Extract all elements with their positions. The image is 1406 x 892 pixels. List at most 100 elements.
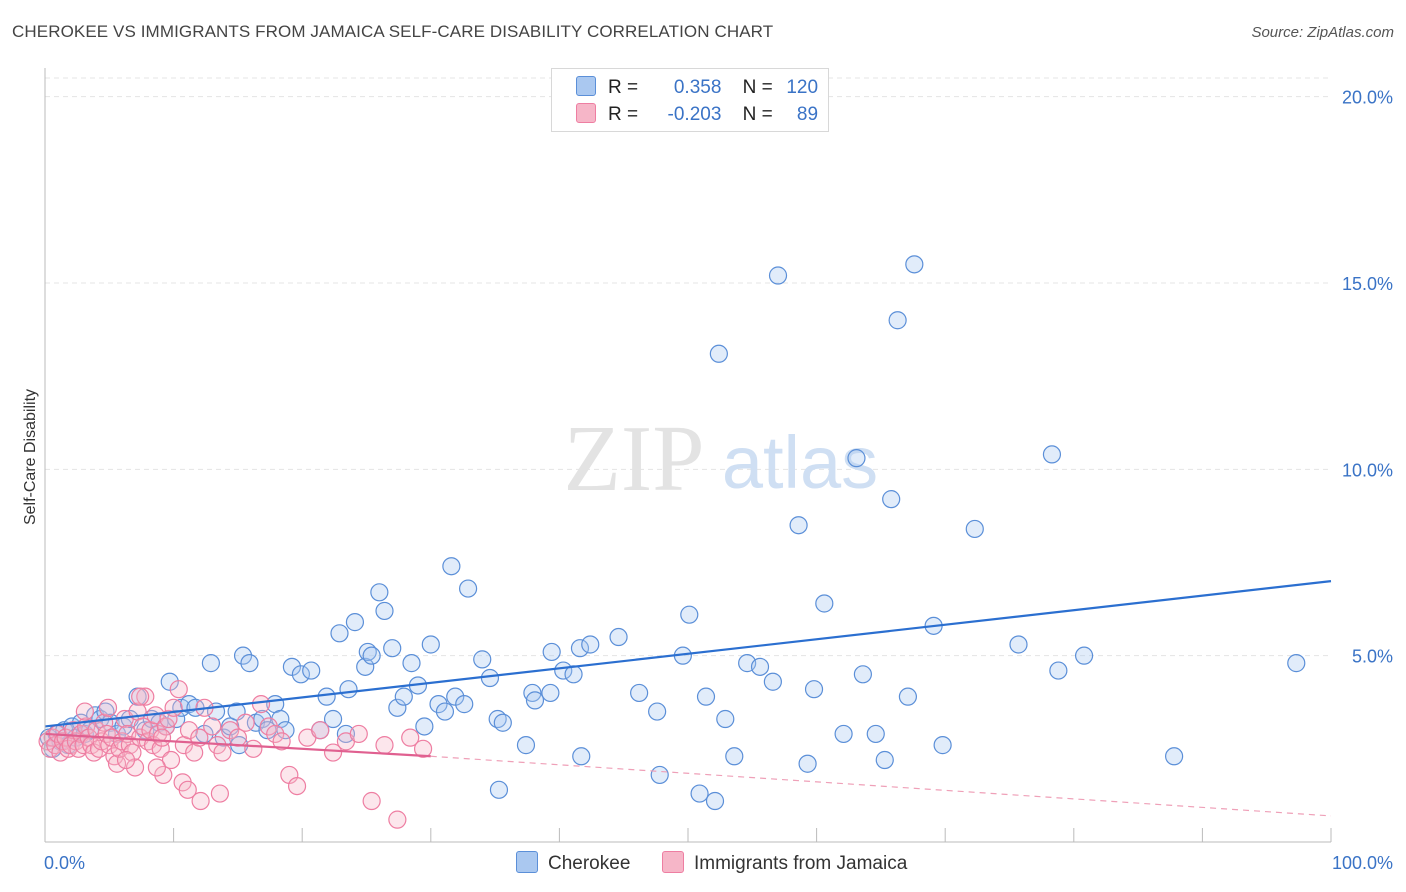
jamaica-point — [311, 721, 330, 740]
cherokee-point — [541, 683, 560, 703]
legend-swatch-cherokee — [576, 76, 596, 96]
jamaica-point — [169, 680, 188, 699]
cherokee-point — [888, 311, 907, 330]
jamaica-point — [349, 724, 368, 744]
cherokee-point — [648, 702, 667, 721]
legend-n-label: N = — [742, 104, 773, 125]
jamaica-point — [244, 739, 263, 758]
cherokee-point — [847, 449, 866, 468]
cherokee-point — [763, 672, 782, 691]
y-axis-label: Self-Care Disability — [22, 389, 39, 525]
cherokee-point — [709, 344, 728, 363]
cherokee-point — [768, 266, 788, 285]
jamaica-point — [98, 698, 118, 717]
watermark-atlas: atlas — [722, 421, 878, 504]
x-tick-label: 0.0% — [44, 853, 85, 873]
cherokee-point — [609, 627, 628, 647]
cherokee-point — [789, 516, 808, 535]
y-tick-label: 5.0% — [1352, 647, 1393, 667]
cherokee-point — [815, 594, 834, 613]
cherokee-point — [650, 765, 669, 785]
bottom-legend-cherokee: Cherokee — [516, 851, 630, 877]
cherokee-point — [798, 754, 817, 773]
cherokee-point — [853, 665, 872, 684]
jamaica-point — [191, 791, 210, 811]
jamaica-point — [287, 776, 307, 796]
cherokee-point — [696, 687, 716, 706]
cherokee-point — [421, 635, 440, 654]
axes: 5.0% 10.0% 15.0% 20.0% 0.0% 100.0% — [44, 68, 1393, 873]
correlation-legend: R = 0.358 N = 120 R = -0.203 N = 89 — [551, 68, 829, 132]
cherokee-point — [716, 709, 735, 729]
chart-title: CHEROKEE VS IMMIGRANTS FROM JAMAICA SELF… — [12, 22, 774, 41]
cherokee-point — [167, 709, 186, 729]
legend-swatch-jamaica — [576, 103, 596, 123]
cherokee-point — [680, 605, 699, 624]
legend-n-label: N = — [742, 77, 773, 98]
jamaica-point — [272, 732, 291, 751]
cherokee-point — [516, 736, 536, 755]
cherokee-point — [542, 642, 561, 662]
cherokee-point — [317, 687, 336, 706]
grid-lines — [45, 77, 1331, 657]
cherokee-trend-line — [44, 580, 1332, 728]
legend-n-value: 120 — [786, 77, 819, 98]
cherokee-point — [214, 728, 233, 747]
cherokee-point — [725, 747, 744, 766]
cherokee-point — [362, 646, 381, 665]
cherokee-point — [402, 654, 421, 673]
cherokee-point — [233, 646, 253, 665]
cherokee-point — [905, 255, 924, 274]
jamaica-point — [401, 728, 420, 747]
cherokee-point — [834, 724, 853, 744]
cherokee-point — [1165, 747, 1184, 766]
jamaica-point — [89, 739, 109, 758]
jamaica-trend-extension — [430, 755, 1332, 817]
jamaica-point — [251, 695, 271, 714]
cherokee-point — [750, 657, 770, 676]
jamaica-point — [152, 728, 172, 747]
jamaica-point — [266, 724, 285, 744]
y-tick-label: 15.0% — [1342, 274, 1393, 294]
jamaica-trend-line — [44, 732, 431, 758]
cherokee-point — [435, 702, 455, 721]
cherokee-point — [201, 654, 220, 673]
cherokee-point — [1042, 445, 1062, 464]
cherokee-point — [458, 579, 478, 598]
jamaica-point — [154, 765, 173, 785]
cherokee-point — [525, 691, 545, 710]
cherokee-point — [581, 635, 600, 654]
jamaica-point — [75, 702, 94, 721]
jamaica-point — [228, 728, 247, 747]
jamaica-point — [107, 754, 127, 773]
cherokee-point — [933, 736, 952, 755]
cherokee-point — [866, 724, 885, 744]
legend-r-value: -0.203 — [667, 104, 722, 125]
jamaica-point — [161, 750, 181, 770]
cherokee-point — [523, 683, 542, 703]
watermark: ZIP atlas — [564, 407, 879, 511]
cherokee-point — [240, 654, 259, 673]
chart-source: Source: ZipAtlas.com — [1251, 24, 1394, 41]
cherokee-point — [473, 650, 492, 669]
cherokee-point — [630, 683, 649, 703]
cherokee-point — [898, 687, 918, 706]
bottom-legend-jamaica: Immigrants from Jamaica — [662, 851, 907, 877]
cherokee-point — [965, 519, 984, 539]
jamaica-point — [147, 758, 166, 777]
cherokee-point — [291, 665, 311, 684]
cherokee-point — [383, 639, 402, 658]
jamaica-point — [221, 721, 240, 740]
jamaica-point — [388, 810, 407, 829]
cherokee-point — [489, 780, 509, 799]
y-tick-label: 20.0% — [1342, 88, 1393, 108]
cherokee-point — [336, 724, 356, 744]
cherokee-point — [1074, 646, 1094, 665]
legend-row-cherokee: R = 0.358 N = 120 — [576, 76, 818, 100]
cherokee-point — [804, 680, 824, 699]
cherokee-point — [882, 490, 901, 509]
cherokee-point — [570, 639, 590, 658]
cherokee-point — [339, 680, 358, 699]
jamaica-point — [178, 780, 197, 799]
legend-r-value: 0.358 — [673, 77, 722, 98]
